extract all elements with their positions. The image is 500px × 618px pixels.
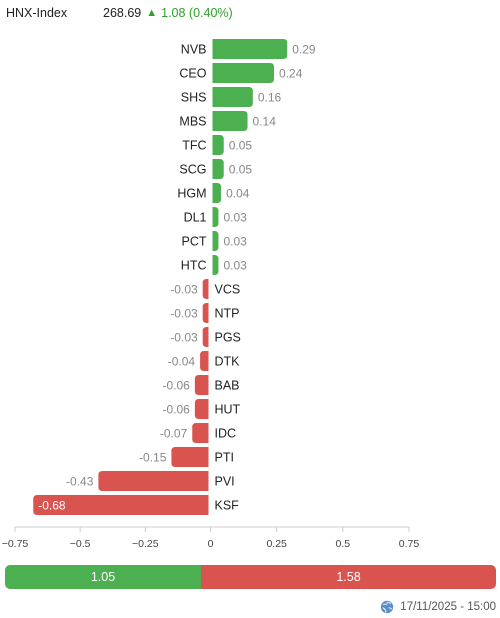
- decline-segment: 1.58: [201, 565, 496, 589]
- category-label: HUT: [215, 403, 241, 417]
- category-label: TFC: [182, 139, 206, 153]
- x-tick-label: −0.5: [70, 538, 91, 550]
- bar: [202, 303, 209, 323]
- category-label: DTK: [215, 355, 241, 369]
- advance-segment: 1.05: [5, 565, 202, 589]
- bar: [212, 159, 224, 179]
- category-label: HTC: [181, 259, 207, 273]
- data-label: 0.03: [223, 235, 247, 249]
- data-label: -0.04: [168, 355, 196, 369]
- index-change: 1.08 (0.40%): [161, 6, 233, 20]
- bar: [212, 111, 248, 131]
- bar: [212, 183, 222, 203]
- advance-decline-bar: 1.05 1.58: [5, 565, 496, 589]
- data-label: 0.14: [253, 115, 277, 129]
- x-tick-label: 0: [208, 538, 214, 550]
- data-label: 0.24: [279, 67, 303, 81]
- category-label: PCT: [182, 235, 207, 249]
- category-label: HGM: [177, 187, 206, 201]
- category-label: VCS: [215, 283, 241, 297]
- bar: [33, 495, 209, 515]
- data-label: 0.05: [229, 139, 253, 153]
- data-label: -0.07: [160, 427, 188, 441]
- bar: [212, 135, 224, 155]
- data-label: 0.16: [258, 91, 282, 105]
- x-tick-label: 0.5: [336, 538, 351, 550]
- category-label: IDC: [215, 427, 237, 441]
- bar: [212, 63, 275, 83]
- bar: [212, 231, 219, 251]
- contribution-chart: NVB 0.29 CEO 0.24 SHS 0.16 MBS 0.14 TFC 0.05 SCG 0.…: [2, 39, 420, 550]
- bar: [192, 423, 209, 443]
- advance-value: 1.05: [90, 570, 116, 584]
- bar: [212, 39, 288, 59]
- data-label: -0.03: [170, 331, 198, 345]
- category-label: BAB: [215, 379, 240, 393]
- data-label: -0.68: [38, 499, 66, 513]
- index-name: HNX-Index: [6, 6, 68, 20]
- bar: [212, 255, 219, 275]
- bar: [200, 351, 209, 371]
- index-header: HNX-Index 268.69 ▲ 1.08 (0.40%): [6, 4, 233, 22]
- data-label: -0.03: [170, 307, 198, 321]
- index-value: 268.69: [103, 6, 142, 20]
- category-label: SHS: [181, 91, 207, 105]
- bar: [171, 447, 209, 467]
- timestamp-row: 17/11/2025 - 15:00: [380, 599, 496, 615]
- bar: [194, 375, 209, 395]
- category-label: DL1: [184, 211, 207, 225]
- category-label: MBS: [179, 115, 206, 129]
- bar: [194, 399, 209, 419]
- data-label: -0.15: [139, 451, 167, 465]
- x-tick-label: −0.25: [132, 538, 159, 550]
- bar: [98, 471, 209, 491]
- x-tick-label: −0.75: [2, 538, 29, 550]
- category-label: CEO: [179, 67, 206, 81]
- category-label: SCG: [179, 163, 206, 177]
- data-label: 0.05: [229, 163, 253, 177]
- timestamp: 17/11/2025 - 15:00: [400, 601, 496, 613]
- data-label: 0.03: [223, 259, 247, 273]
- data-label: -0.43: [66, 475, 94, 489]
- bar: [202, 327, 209, 347]
- category-label: NVB: [181, 43, 207, 57]
- decline-value: 1.58: [336, 570, 361, 584]
- data-label: -0.03: [170, 283, 198, 297]
- category-label: NTP: [215, 307, 240, 321]
- category-label: PVI: [215, 475, 235, 489]
- category-label: PTI: [215, 451, 234, 465]
- category-label: KSF: [215, 499, 240, 513]
- bar: [202, 279, 209, 299]
- x-tick-label: 0.25: [266, 538, 287, 550]
- x-tick-label: 0.75: [399, 538, 420, 550]
- data-label: 0.29: [292, 43, 316, 57]
- data-label: -0.06: [163, 403, 191, 417]
- up-arrow-icon: ▲: [146, 7, 158, 19]
- data-label: -0.06: [163, 379, 191, 393]
- globe-icon: [380, 600, 394, 614]
- category-label: PGS: [215, 331, 241, 345]
- data-label: 0.03: [223, 211, 247, 225]
- data-label: 0.04: [226, 187, 250, 201]
- bar: [212, 87, 253, 107]
- bar: [212, 207, 219, 227]
